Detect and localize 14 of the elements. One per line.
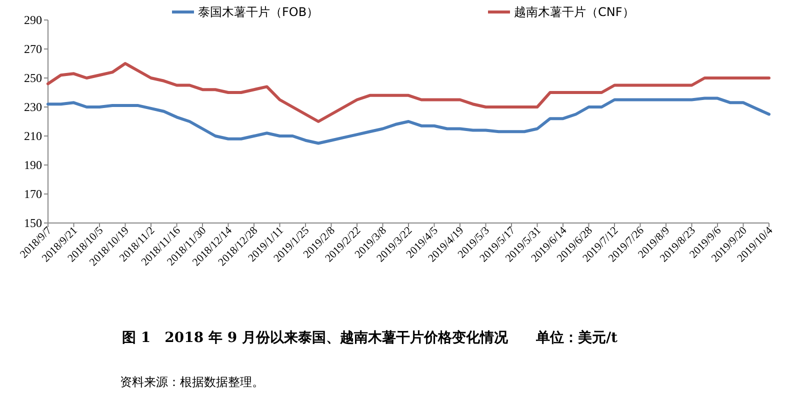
y-tick-label: 150	[24, 216, 42, 230]
y-tick-label: 190	[24, 158, 42, 172]
line-series	[46, 96, 770, 145]
text: 图 1 2018 年 9 月份以来泰国、越南木薯干片价格变化情况 单位：美元/t	[122, 329, 618, 346]
y-tick-label: 210	[24, 129, 42, 143]
legend-label: 越南木薯干片（CNF）	[514, 5, 634, 19]
line-series	[46, 62, 770, 123]
text: 资料来源：根据数据整理。	[120, 375, 264, 389]
y-tick-label: 250	[24, 71, 42, 85]
y-tick-label: 230	[24, 100, 42, 114]
legend-label: 泰国木薯干片（FOB）	[198, 5, 319, 19]
y-tick-label: 170	[24, 187, 42, 201]
y-tick-label: 290	[24, 13, 42, 27]
y-tick-label: 270	[24, 42, 42, 56]
